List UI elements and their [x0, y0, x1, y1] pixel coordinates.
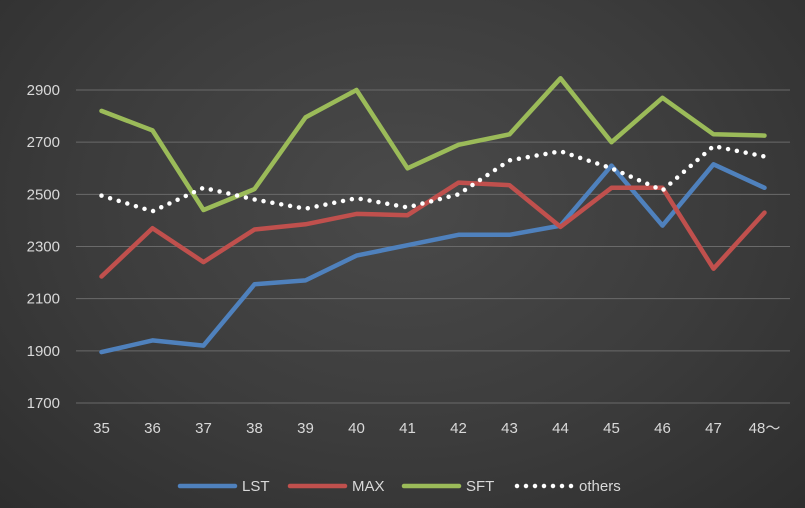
x-axis-tick-labels: 35 36 37 38 39 40 41 42 43 44 45 46 47 48～ [93, 420, 780, 437]
series-line-others [99, 143, 767, 214]
y-tick-label-2900: 2900 [27, 82, 60, 99]
y-tick-label-2500: 2500 [27, 186, 60, 203]
series-line-sft [99, 76, 767, 213]
legend-label-others: others [579, 478, 621, 495]
x-tick-label-4: 39 [297, 420, 314, 437]
y-tick-label-1900: 1900 [27, 343, 60, 360]
legend-label-lst: LST [242, 478, 270, 495]
x-tick-label-3: 38 [246, 420, 263, 437]
x-tick-label-6: 41 [399, 420, 416, 437]
x-tick-label-0: 35 [93, 420, 110, 437]
x-tick-label-11: 46 [654, 420, 671, 437]
y-tick-label-2300: 2300 [27, 239, 60, 256]
y-tick-label-2100: 2100 [27, 291, 60, 308]
x-tick-label-8: 43 [501, 420, 518, 437]
x-tick-label-7: 42 [450, 420, 467, 437]
x-tick-label-10: 45 [603, 420, 620, 437]
series-lines [99, 76, 767, 355]
x-tick-label-9: 44 [552, 420, 569, 437]
x-tick-label-2: 37 [195, 420, 212, 437]
x-tick-label-1: 36 [144, 420, 161, 437]
x-tick-label-13: 48～ [749, 420, 781, 437]
y-axis-tick-labels: 1700 1900 2100 2300 2500 2700 2900 [27, 82, 60, 412]
x-tick-label-12: 47 [705, 420, 722, 437]
y-tick-label-1700: 1700 [27, 395, 60, 412]
y-tick-label-2700: 2700 [27, 134, 60, 151]
series-line-max [99, 180, 767, 279]
legend: LST MAX SFT others [177, 478, 621, 495]
legend-label-max: MAX [352, 478, 385, 495]
series-line-lst [99, 162, 767, 355]
x-tick-label-5: 40 [348, 420, 365, 437]
legend-label-sft: SFT [466, 478, 494, 495]
